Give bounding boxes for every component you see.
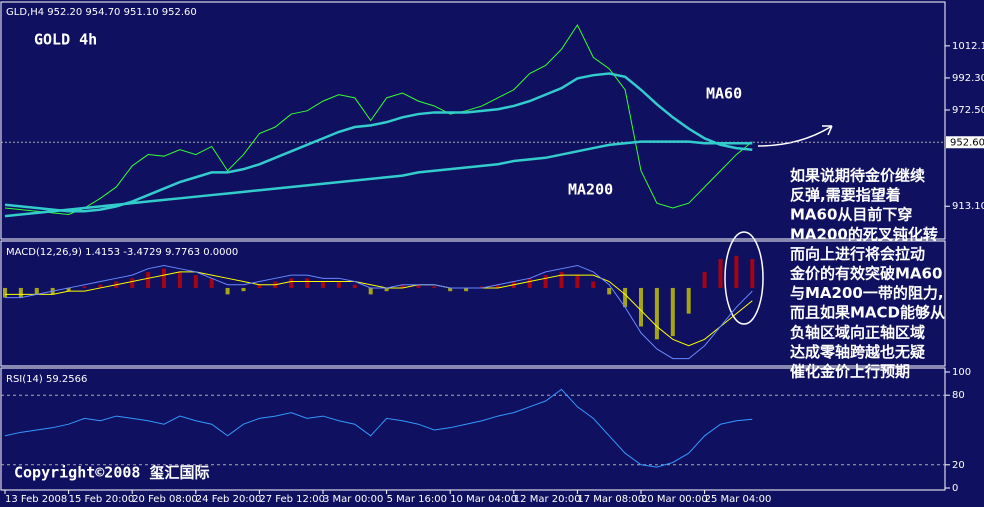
x-tick-label: 13 Feb 2008 (5, 494, 67, 505)
note-line: 金价的有效突破MA60 (789, 265, 942, 283)
histogram-bar (225, 287, 230, 295)
histogram-bar (193, 275, 198, 288)
histogram-bar (305, 278, 310, 288)
chart-title: GOLD 4h (34, 31, 97, 49)
histogram-bar (82, 286, 87, 288)
price-line (4, 388, 753, 468)
histogram-bar (591, 281, 596, 288)
histogram-bar (384, 287, 389, 292)
histogram-bar (177, 271, 182, 288)
histogram-bar (146, 271, 151, 288)
histogram-bar (400, 284, 405, 288)
histogram-bar (448, 287, 453, 292)
x-tick-label: 24 Feb 20:00 (196, 494, 262, 505)
note-line: 负轴区域向正轴区域 (790, 323, 925, 341)
x-tick-label: 15 Feb 20:00 (69, 494, 135, 505)
price-header: GLD,H4 952.20 954.70 951.10 952.60 (6, 7, 197, 18)
histogram-bar (352, 284, 357, 288)
histogram-bar (750, 259, 755, 288)
ma60-label: MA60 (706, 85, 742, 103)
macd-header: MACD(12,26,9) 1.4153 -3.4729 9.7763 0.00… (6, 247, 238, 258)
histogram-bar (336, 281, 341, 288)
histogram-bar (289, 278, 294, 288)
histogram-bar (623, 287, 628, 308)
note-line: MA200的死叉钝化转 (790, 225, 938, 243)
note-line: 催化金价上行预期 (790, 363, 910, 381)
x-tick-label: 10 Mar 04:00 (450, 494, 517, 505)
histogram-bar (464, 287, 469, 292)
y-tick-label: 913.10 (952, 201, 984, 212)
histogram-bar (66, 287, 71, 292)
price-line (4, 23, 753, 216)
histogram-bar (98, 284, 103, 288)
highlight-ellipse (724, 231, 764, 325)
x-tick-label: 20 Mar 00:00 (641, 494, 708, 505)
histogram-bar (543, 275, 548, 288)
x-tick-label: 17 Mar 08:00 (577, 494, 644, 505)
x-tick-label: 5 Mar 16:00 (387, 494, 447, 505)
copyright: Copyright©2008 玺汇国际 (14, 464, 209, 482)
histogram-bar (209, 278, 214, 288)
rsi-header: RSI(14) 59.2566 (6, 374, 87, 385)
note-line: 而且如果MACD能够从 (790, 304, 945, 322)
histogram-bar (702, 271, 707, 288)
histogram-bar (130, 278, 135, 288)
histogram-bar (734, 255, 739, 288)
histogram-bar (480, 286, 484, 288)
histogram-bar (416, 284, 421, 288)
histogram-bar (639, 287, 643, 327)
y-tick-label: 80 (952, 390, 965, 401)
last-price-label: 952.60 (950, 137, 984, 148)
macd-line (5, 264, 753, 360)
histogram-bar (321, 281, 325, 288)
histogram-bar (257, 284, 262, 288)
histogram-bar (495, 284, 500, 288)
arrow (757, 125, 833, 147)
y-tick-label: 1012.10 (952, 41, 984, 52)
note-line: 达成零轴跨越也无疑 (790, 343, 925, 361)
histogram-bar (527, 278, 532, 288)
histogram-bar (368, 287, 373, 295)
macd-line (5, 271, 753, 347)
histogram-bar (241, 287, 246, 292)
histogram-bar (654, 287, 659, 340)
histogram-bar (34, 287, 39, 295)
x-tick-label: 3 Mar 00:00 (323, 494, 383, 505)
histogram-bar (670, 287, 675, 337)
y-tick-label: 992.30 (952, 73, 984, 84)
histogram-bar (162, 268, 166, 288)
note-line: 而向上进行将会拉动 (790, 245, 925, 263)
histogram-bar (575, 275, 580, 288)
x-tick-label: 27 Feb 12:00 (259, 494, 325, 505)
x-tick-label: 25 Mar 04:00 (705, 494, 772, 505)
note-line: 如果说期待金价继续 (790, 167, 925, 185)
y-tick-label: 20 (952, 460, 965, 471)
note-line: MA60从目前下穿 (790, 206, 912, 224)
note-line: 与MA200一带的阻力, (790, 284, 944, 302)
note-line: 反弹,需要指望着 (790, 186, 901, 204)
ma-line (4, 140, 753, 218)
histogram-bar (718, 259, 723, 288)
y-tick-label: 972.50 (952, 105, 984, 116)
histogram-bar (432, 286, 437, 288)
y-tick-label: 0 (952, 483, 958, 494)
histogram-bar (3, 287, 7, 298)
x-tick-label: 12 Mar 20:00 (514, 494, 581, 505)
ma200-label: MA200 (568, 181, 613, 199)
panel-frames (0, 1, 946, 491)
histogram-bar (686, 287, 691, 314)
histogram-bar (607, 287, 612, 295)
x-tick-label: 20 Feb 08:00 (132, 494, 198, 505)
y-tick-label: 100 (952, 367, 971, 378)
last-price-box (946, 136, 984, 149)
histogram-bar (559, 271, 564, 288)
histogram-bar (18, 287, 23, 298)
